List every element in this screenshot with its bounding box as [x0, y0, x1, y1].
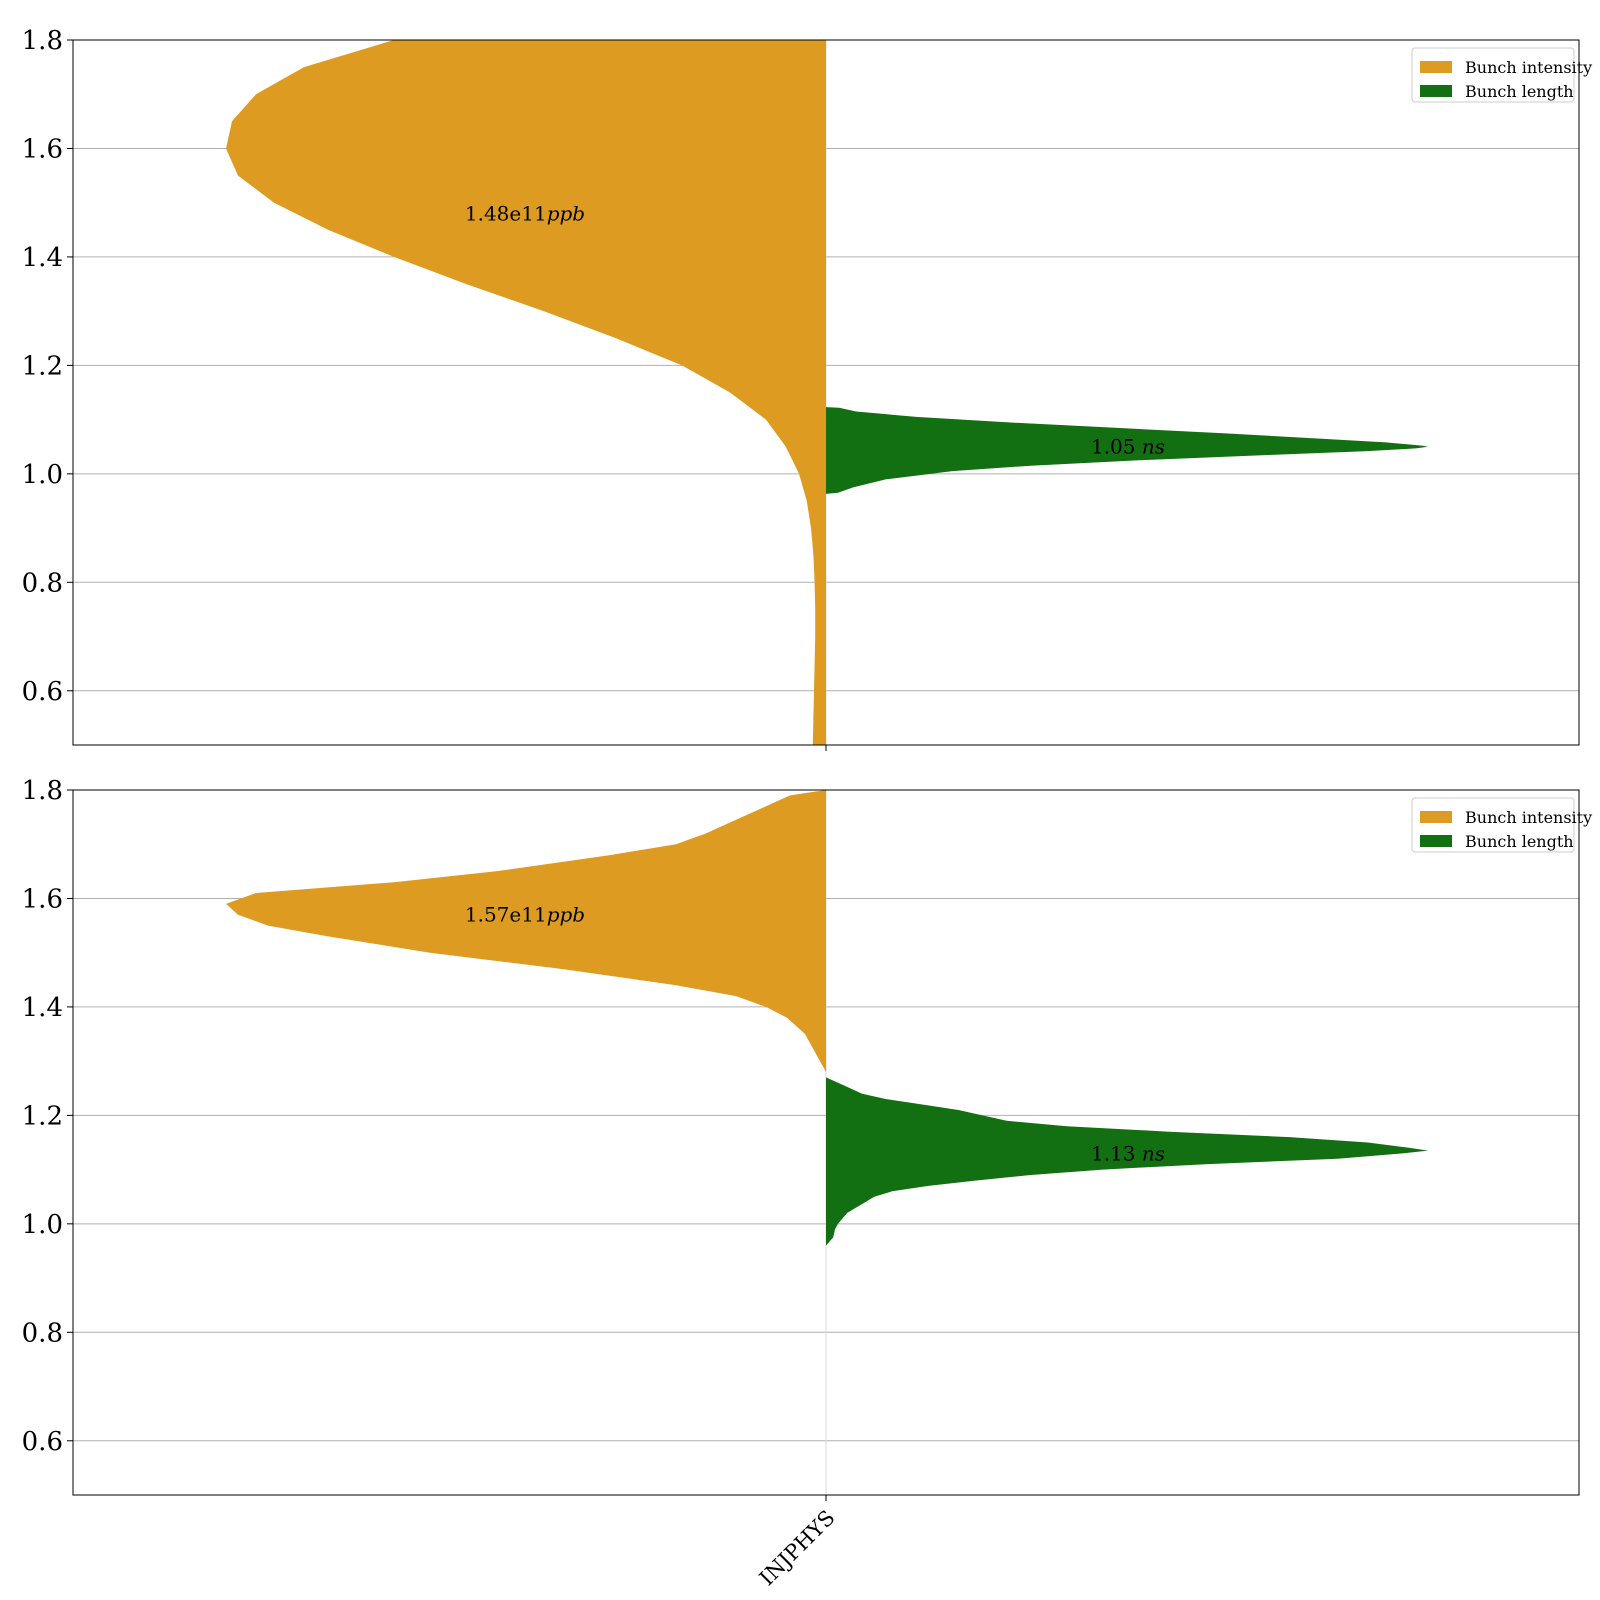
legend: Bunch intensity Bunch length [1411, 797, 1592, 853]
legend-label: Bunch length [1465, 82, 1574, 101]
y-tick-label: 0.6 [22, 677, 63, 707]
bunch-length-violin [826, 1077, 1428, 1246]
y-tick-label: 0.8 [22, 568, 63, 598]
annotation-unit: ppb [547, 202, 585, 226]
annotation-value: 1.57e11 [465, 903, 547, 927]
y-tick-label: 1.8 [22, 776, 63, 806]
intensity-annotation: 1.48e11ppb [465, 202, 585, 226]
y-tick-label: 0.8 [22, 1318, 63, 1348]
intensity-annotation: 1.57e11ppb [465, 903, 585, 927]
y-tick-label: 1.4 [22, 243, 63, 273]
legend-label: Bunch length [1465, 832, 1574, 851]
length-annotation: 1.13 ns [1091, 1141, 1165, 1165]
annotation-value: 1.05 [1091, 435, 1142, 459]
legend-swatch [1420, 61, 1452, 73]
legend-swatch [1420, 811, 1452, 823]
annotation-unit: ppb [547, 903, 585, 927]
bunch-length-violin [826, 407, 1428, 494]
legend: Bunch intensity Bunch length [1411, 47, 1592, 103]
y-tick-label: 1.6 [22, 884, 63, 914]
y-tick-label: 0.6 [22, 1427, 63, 1457]
annotation-unit: ns [1142, 435, 1165, 459]
bunch-intensity-violin [226, 40, 826, 745]
legend-swatch [1420, 835, 1452, 847]
y-tick-label: 1.0 [22, 1210, 63, 1240]
chart-panel-1: 0.6 0.8 1.0 1.2 1.4 1.6 1.8 1.48e11ppb 1.05 ns Bu… [22, 26, 1592, 751]
y-tick-label: 1.8 [22, 26, 63, 56]
y-tick-label: 1.2 [22, 351, 63, 381]
chart-panel-2: 0.6 0.8 1.0 1.2 1.4 1.6 1.8 1.57e11ppb 1.13 ns Bu… [22, 776, 1593, 1590]
length-annotation: 1.05 ns [1091, 435, 1165, 459]
legend-label: Bunch intensity [1465, 58, 1592, 77]
x-category-label: INJPHYS [755, 1506, 840, 1591]
legend-box [1411, 797, 1575, 853]
y-tick-label: 1.4 [22, 993, 63, 1023]
y-tick-label: 1.6 [22, 134, 63, 164]
y-tick-label: 1.0 [22, 460, 63, 490]
bunch-intensity-violin [226, 790, 826, 1072]
legend-box [1411, 47, 1575, 103]
annotation-value: 1.48e11 [465, 202, 547, 226]
y-tick-label: 1.2 [22, 1101, 63, 1131]
legend-label: Bunch intensity [1465, 808, 1592, 827]
legend-swatch [1420, 85, 1452, 97]
annotation-unit: ns [1142, 1141, 1165, 1165]
annotation-value: 1.13 [1091, 1141, 1142, 1165]
